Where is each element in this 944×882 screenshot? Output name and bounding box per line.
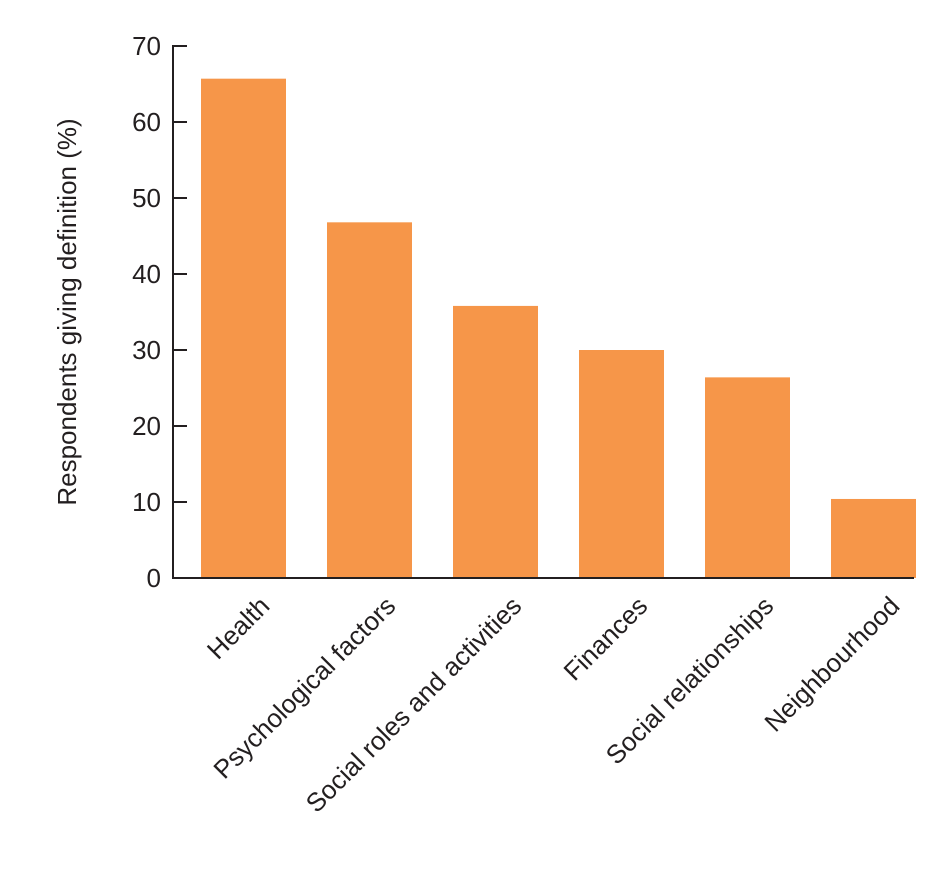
- axes: [172, 45, 914, 579]
- y-tick-label: 10: [132, 487, 161, 517]
- y-tick-label: 50: [132, 183, 161, 213]
- bar-social-relationships: [705, 377, 790, 578]
- x-tick-label: Finances: [558, 591, 654, 687]
- bar-finances: [579, 350, 664, 578]
- x-tick-label: Social roles and activities: [300, 591, 528, 819]
- bar-social-roles-and-activities: [453, 305, 538, 578]
- bar-neighbourhood: [831, 498, 916, 578]
- y-tick-label: 40: [132, 259, 161, 289]
- y-tick-label: 60: [132, 107, 161, 137]
- x-tick-label: Neighbourhood: [758, 591, 905, 738]
- bar-psychological-factors: [327, 222, 412, 578]
- bars: [201, 78, 916, 579]
- x-tick-label: Health: [201, 591, 275, 665]
- y-tick-label: 30: [132, 335, 161, 365]
- bar-health: [201, 78, 286, 579]
- y-axis-title: Respondents giving definition (%): [52, 118, 82, 505]
- y-tick-label: 70: [132, 31, 161, 61]
- y-tick-label: 0: [147, 563, 161, 593]
- y-tick-label: 20: [132, 411, 161, 441]
